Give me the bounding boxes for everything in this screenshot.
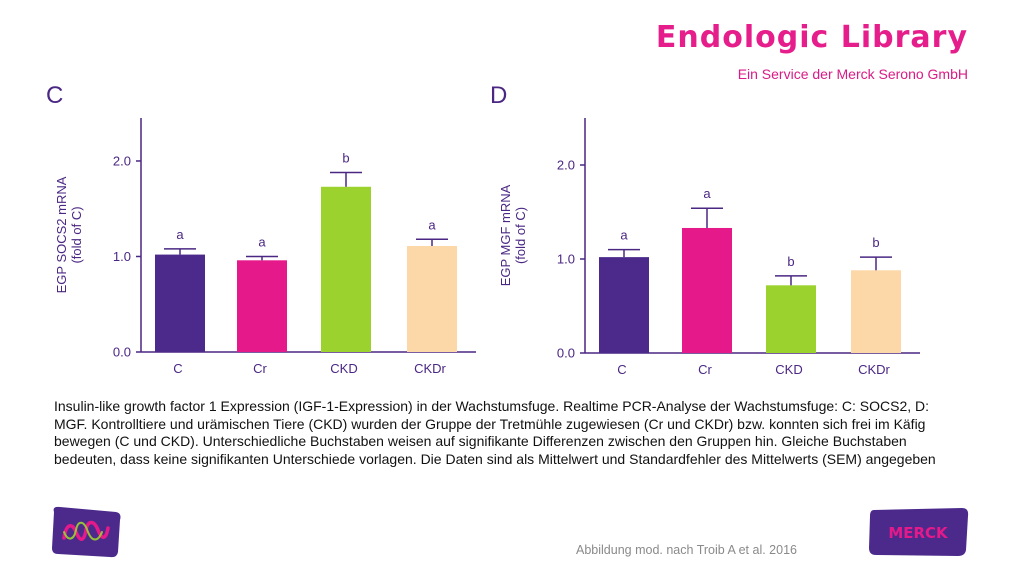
- category-label-d: C: [617, 362, 626, 377]
- bar-c-ckdr: [407, 245, 457, 352]
- panel-letter-d: D: [490, 82, 508, 109]
- category-label-c: CKD: [330, 361, 357, 376]
- y-tick-label-d: 2.0: [557, 158, 575, 173]
- bar-c-ckd: [321, 186, 371, 352]
- category-label-d: CKDr: [858, 362, 890, 377]
- significance-letter-c: a: [176, 227, 184, 242]
- merck-logo-text: MERCK: [888, 524, 949, 542]
- bar-d-cr: [682, 227, 732, 353]
- category-label-d: Cr: [698, 362, 712, 377]
- y-axis-label-line: EGP MGF mRNA: [498, 184, 513, 286]
- category-label-d: CKD: [775, 362, 802, 377]
- category-label-c: Cr: [253, 361, 267, 376]
- y-tick-label-d: 1.0: [557, 252, 575, 267]
- y-axis-label-line: (fold of C): [513, 207, 528, 264]
- y-axis-label-line: EGP SOCS2 mRNA: [54, 176, 69, 293]
- bar-d-ckd: [766, 285, 816, 353]
- brand-title: Endologic Library: [655, 20, 968, 55]
- y-axis-label-line: (fold of C): [69, 206, 84, 263]
- significance-letter-c: a: [258, 234, 266, 249]
- merck-m-logo-icon: [52, 506, 121, 558]
- category-label-c: CKDr: [414, 361, 446, 376]
- y-tick-label-c: 1.0: [113, 249, 131, 264]
- significance-letter-d: a: [620, 228, 628, 243]
- panel-letter-c: C: [46, 82, 64, 109]
- merck-logo-icon: MERCK: [869, 508, 969, 556]
- brand-subtitle: Ein Service der Merck Serono GmbH: [737, 66, 968, 82]
- significance-letter-c: a: [428, 217, 436, 232]
- bar-c-c: [155, 254, 205, 352]
- bar-d-c: [599, 257, 649, 353]
- category-label-c: C: [173, 361, 182, 376]
- y-tick-label-c: 0.0: [113, 345, 131, 360]
- y-axis-label-c: EGP SOCS2 mRNA(fold of C): [54, 176, 84, 293]
- significance-letter-d: b: [787, 254, 794, 269]
- y-axis-label-d: EGP MGF mRNA(fold of C): [498, 184, 528, 286]
- citation: Abbildung mod. nach Troib A et al. 2016: [576, 543, 797, 557]
- y-tick-label-d: 0.0: [557, 346, 575, 361]
- bar-c-cr: [237, 260, 287, 352]
- significance-letter-d: b: [872, 235, 879, 250]
- bar-d-ckdr: [851, 270, 901, 353]
- significance-letter-d: a: [703, 186, 711, 201]
- figure-caption: Insulin-like growth factor 1 Expression …: [54, 398, 936, 467]
- significance-letter-c: b: [342, 150, 349, 165]
- y-tick-label-c: 2.0: [113, 153, 131, 168]
